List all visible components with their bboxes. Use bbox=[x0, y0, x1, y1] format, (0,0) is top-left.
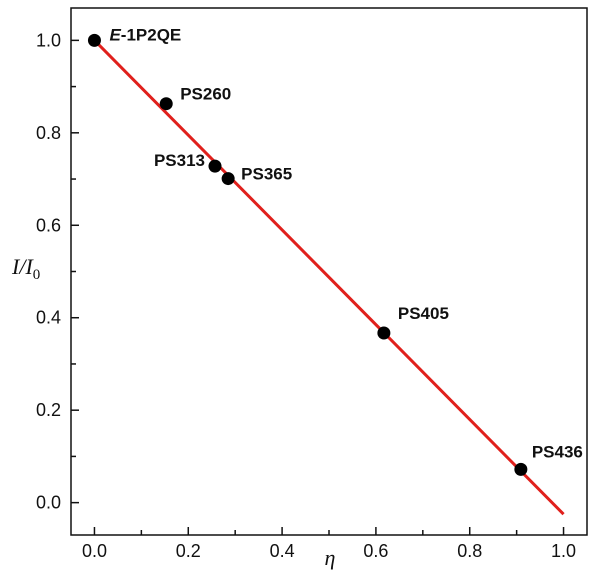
data-point bbox=[208, 159, 222, 173]
point-labels: E-1P2QE PS260 PS313 PS365 PS405 PS436 bbox=[109, 25, 582, 461]
x-ticks: 0.0 0.2 0.4 0.6 0.8 1.0 bbox=[82, 527, 576, 561]
x-axis-label: η bbox=[325, 545, 336, 570]
x-tick-label: 0.4 bbox=[270, 541, 295, 561]
data-point bbox=[159, 97, 173, 111]
x-tick-label: 0.0 bbox=[82, 541, 107, 561]
x-tick-label: 0.2 bbox=[176, 541, 201, 561]
point-label: PS313 bbox=[154, 151, 205, 170]
y-tick-label: 0.6 bbox=[36, 215, 61, 235]
x-tick-label: 0.8 bbox=[457, 541, 482, 561]
data-point bbox=[377, 326, 391, 340]
fit-line bbox=[93, 39, 565, 516]
x-tick-label: 0.6 bbox=[363, 541, 388, 561]
y-tick-label: 0.4 bbox=[36, 308, 61, 328]
y-tick-label: 0.0 bbox=[36, 493, 61, 513]
x-tick-label: 1.0 bbox=[551, 541, 576, 561]
fit-line-group bbox=[93, 39, 565, 516]
y-axis-label: I/I0 bbox=[11, 254, 40, 283]
plot-frame bbox=[70, 7, 588, 536]
y-tick-label: 0.8 bbox=[36, 123, 61, 143]
point-label: E-1P2QE bbox=[109, 25, 181, 44]
point-label: PS365 bbox=[241, 165, 292, 184]
y-tick-label: 1.0 bbox=[36, 30, 61, 50]
data-point bbox=[87, 33, 101, 47]
point-label: PS405 bbox=[398, 304, 449, 323]
point-label: PS260 bbox=[180, 85, 231, 104]
data-point bbox=[221, 172, 235, 186]
y-ticks: 0.0 0.2 0.4 0.6 0.8 1.0 bbox=[36, 30, 79, 513]
y-tick-label: 0.2 bbox=[36, 400, 61, 420]
data-points bbox=[87, 33, 528, 476]
data-point bbox=[514, 462, 528, 476]
point-label: PS436 bbox=[532, 442, 583, 461]
